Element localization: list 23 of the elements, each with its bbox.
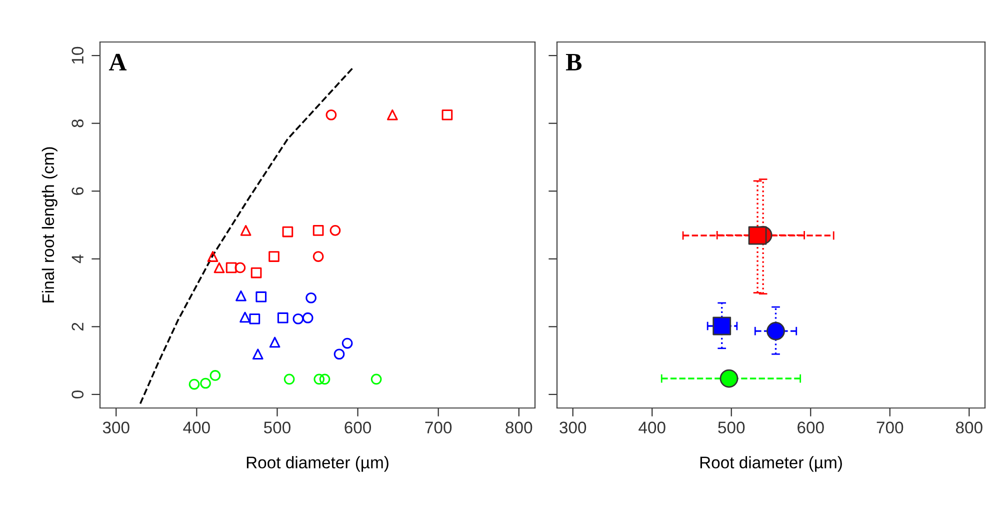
y-tick-label: 4 [72, 254, 84, 264]
y-tick-label: 2 [72, 322, 84, 330]
x-tick-label: 800 [506, 422, 532, 434]
x-tick-label: 600 [344, 422, 372, 434]
x-tick-label: 300 [102, 422, 130, 434]
x-tick-label: 500 [264, 422, 290, 434]
x-tick-label: 700 [876, 422, 904, 434]
x-tick-label: 700 [425, 422, 452, 434]
x-tick-label: 600 [798, 422, 824, 434]
y-tick-label: 10 [72, 46, 84, 64]
x-axis-title: Root diameter (µm) [246, 456, 388, 472]
x-axis-title: Root diameter (µm) [700, 456, 842, 472]
x-tick-label: 500 [718, 422, 745, 434]
x-tick-label: 800 [956, 422, 982, 434]
chart-title: B [566, 54, 582, 70]
x-tick-label: 300 [560, 422, 586, 434]
chart-title: A [108, 54, 127, 70]
y-tick-label: 8 [72, 119, 84, 128]
x-tick-label: 400 [638, 422, 666, 434]
y-tick-label: 0 [72, 390, 84, 398]
y-axis-title: Final root length (cm) [42, 147, 58, 302]
x-tick-label: 400 [183, 422, 210, 434]
y-tick-label: 6 [72, 187, 84, 195]
